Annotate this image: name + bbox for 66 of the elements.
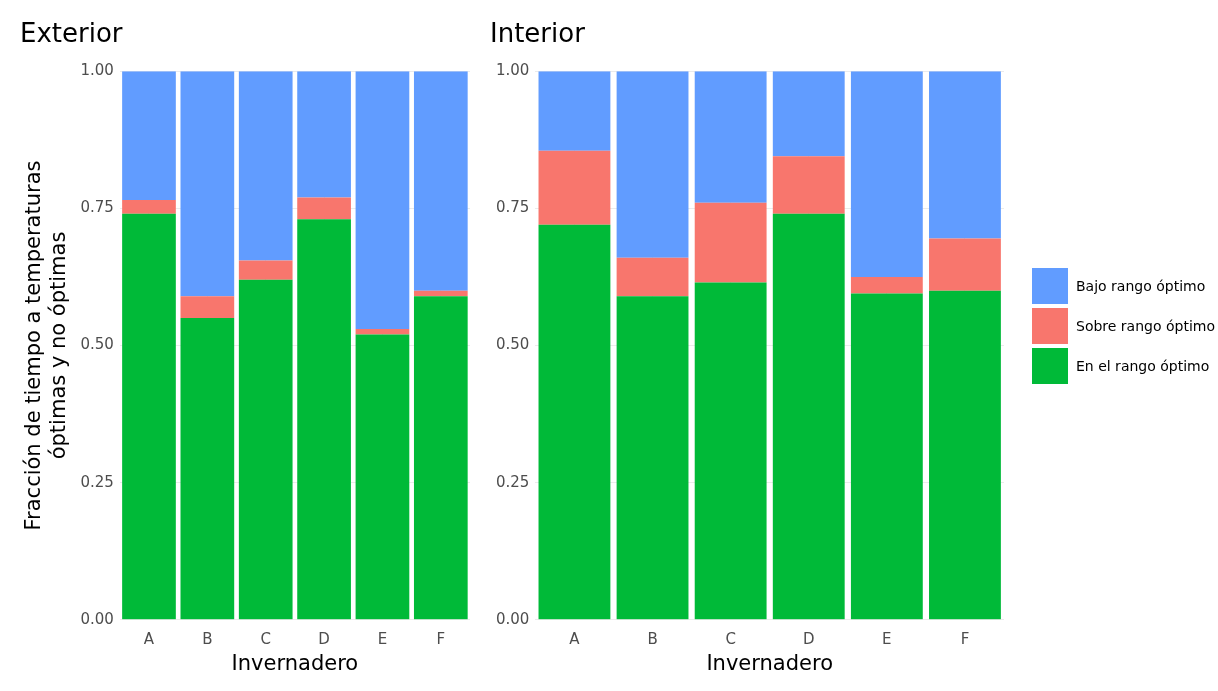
- y-axis-title: Fracción de tiempo a temperaturas óptimas y no óptimas: [21, 160, 71, 531]
- bar: [297, 219, 351, 620]
- bar: [694, 202, 767, 283]
- text: Sobre rango óptimo: [1076, 317, 1215, 334]
- bar: [616, 71, 689, 258]
- bar: [413, 71, 468, 291]
- bar: [355, 334, 410, 620]
- bar: [538, 150, 611, 225]
- y-tick-label: 0.00: [495, 609, 530, 628]
- y-tick-label: 0.00: [80, 609, 114, 628]
- bar: [122, 71, 176, 201]
- x-tick-label: E: [377, 629, 388, 648]
- x-tick-label: D: [802, 629, 815, 648]
- bar: [850, 276, 923, 294]
- bar: [929, 71, 1001, 239]
- y-tick-label: 1.00: [80, 61, 114, 80]
- y-tick-label: 0.50: [495, 335, 530, 354]
- bar: [616, 257, 689, 297]
- chart-title: Interior: [490, 18, 586, 49]
- bar: [694, 282, 767, 620]
- bar: [772, 71, 845, 157]
- y-tick-label: 0.25: [80, 472, 114, 491]
- text: Bajo rango óptimo: [1076, 277, 1206, 294]
- x-tick-label: A: [569, 629, 581, 648]
- bar: [122, 200, 176, 214]
- chart-title: Exterior: [20, 18, 123, 49]
- x-tick-label: F: [960, 629, 970, 648]
- y-tick-label: 0.25: [495, 472, 530, 491]
- x-tick-label: D: [318, 629, 330, 648]
- bar: [238, 260, 293, 280]
- bar: [929, 238, 1001, 291]
- bar: [694, 71, 767, 203]
- x-tick-label: F: [436, 629, 446, 648]
- x-axis-title: Invernadero: [706, 650, 833, 675]
- bar: [850, 293, 923, 620]
- bar: [355, 71, 410, 330]
- x-tick-label: C: [260, 629, 271, 648]
- bar: [413, 296, 468, 620]
- bar: [616, 296, 689, 620]
- y-tick-label: 0.75: [80, 198, 114, 217]
- bar: [180, 71, 235, 297]
- bar: [122, 213, 176, 620]
- bar: [850, 71, 923, 277]
- bar: [413, 290, 468, 297]
- bar: [355, 329, 410, 335]
- bar: [772, 156, 845, 214]
- x-tick-label: A: [143, 629, 155, 648]
- y-tick-label: 0.50: [80, 335, 114, 354]
- x-tick-label: C: [725, 629, 736, 648]
- bar: [929, 290, 1001, 620]
- y-tick-label: 1.00: [495, 61, 530, 80]
- bar: [180, 296, 235, 319]
- x-tick-label: B: [202, 629, 213, 648]
- bar: [772, 213, 845, 620]
- x-tick-label: B: [647, 629, 658, 648]
- x-axis-title: Invernadero: [231, 650, 359, 675]
- bar: [538, 71, 611, 151]
- bar: [238, 71, 293, 261]
- y-tick-label: 0.75: [495, 198, 530, 217]
- bar: [238, 279, 293, 620]
- bar: [180, 318, 235, 620]
- bar: [297, 197, 351, 220]
- text: En el rango óptimo: [1076, 357, 1210, 374]
- bar: [297, 71, 351, 198]
- bar: [538, 224, 611, 620]
- x-tick-label: E: [882, 629, 892, 648]
